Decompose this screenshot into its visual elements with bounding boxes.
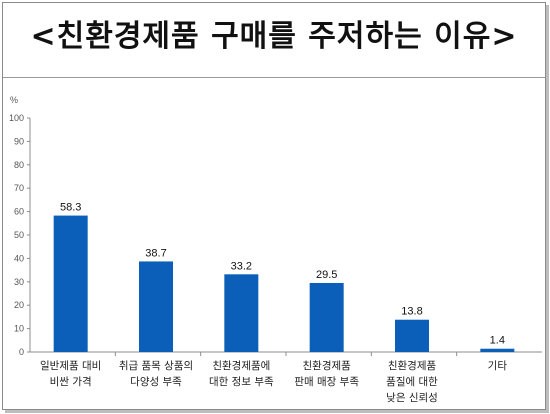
bar xyxy=(139,261,173,352)
x-category-label: 기타 xyxy=(488,360,508,372)
x-category-label: 친환경제품 xyxy=(303,359,352,372)
bar xyxy=(53,215,88,352)
bar-value-label: 38.7 xyxy=(145,247,166,259)
bar xyxy=(395,319,429,352)
x-category-label: 다양성 부족 xyxy=(130,376,182,388)
chart-title: <친환경제품 구매를 주저하는 이유> xyxy=(30,19,518,54)
y-tick-label: 0 xyxy=(19,347,24,357)
bar xyxy=(224,274,259,352)
bar-value-label: 13.8 xyxy=(401,306,422,318)
bar-value-label: 33.2 xyxy=(231,260,252,272)
x-category-label: 대한 정보 부족 xyxy=(209,376,274,388)
x-category-label: 친환경제품에 xyxy=(212,359,270,372)
y-tick-label: 40 xyxy=(14,253,24,263)
y-tick-label: 50 xyxy=(14,230,24,240)
axis-layer: % 0 10 20 30 40 50 60 70 80 90 100 xyxy=(9,95,542,357)
x-category-label: 친환경제품 xyxy=(388,359,437,372)
bar-value-label: 1.4 xyxy=(490,335,505,347)
chart-frame: <친환경제품 구매를 주저하는 이유> xyxy=(2,2,546,410)
x-category-label: 판매 매장 부족 xyxy=(294,376,359,388)
y-tick-label: 30 xyxy=(14,277,24,287)
bar xyxy=(309,282,344,352)
bar-value-label: 29.5 xyxy=(316,269,337,281)
y-tick-label: 60 xyxy=(14,207,24,217)
bar-value-label: 58.3 xyxy=(60,202,81,214)
y-axis-unit: % xyxy=(10,95,18,105)
y-tick-label: 100 xyxy=(9,113,24,123)
bar-layer xyxy=(53,215,515,352)
y-tick-label: 10 xyxy=(14,324,24,334)
x-category-label: 비싼 가격 xyxy=(50,375,92,388)
x-category-label: 일반제품 대비 xyxy=(40,359,101,372)
bar xyxy=(480,348,515,352)
x-category-label: 품질에 대한 xyxy=(386,376,438,388)
x-category-label: 낮은 신뢰성 xyxy=(386,392,438,404)
y-tick-label: 70 xyxy=(14,183,24,193)
x-category-label: 취급 품목 상품의 xyxy=(119,360,193,372)
y-tick-label: 90 xyxy=(14,136,24,146)
title-band: <친환경제품 구매를 주저하는 이유> xyxy=(3,3,545,78)
y-tick-label: 20 xyxy=(14,300,24,310)
y-tick-label: 80 xyxy=(14,160,24,170)
